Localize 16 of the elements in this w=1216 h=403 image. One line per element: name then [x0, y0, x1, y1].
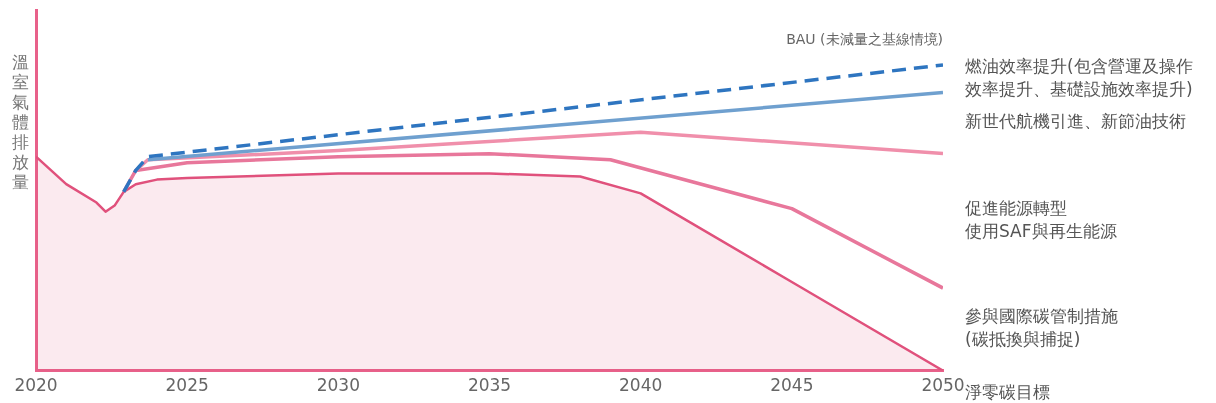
text: (碳抵換與捕捉)	[965, 329, 1081, 350]
text: 參與國際碳管制措施	[965, 306, 1118, 327]
text: 燃油效率提升(包含營運及操作效率提升、基礎設施效率提升)	[965, 55, 1193, 99]
series-label: BAU (未減量之基線情境)	[786, 30, 943, 47]
x-tick-label: 2020	[14, 375, 58, 396]
x-tick-label: 2025	[165, 375, 209, 396]
x-tick-label: 2045	[770, 375, 814, 396]
x-tick-label: 2040	[619, 375, 663, 396]
y-axis-title: 溫室氣體排放量	[10, 52, 30, 192]
x-tick-label: 2030	[316, 375, 360, 396]
x-tick-label: 2050	[921, 375, 965, 396]
text: 新世代航機引進、新節油技術	[965, 111, 1186, 132]
text: 促進能源轉型	[965, 197, 1067, 218]
x-tick-label: 2035	[467, 375, 512, 396]
text: 淨零碳目標	[965, 382, 1050, 403]
text: 使用SAF與再生能源	[965, 220, 1117, 241]
